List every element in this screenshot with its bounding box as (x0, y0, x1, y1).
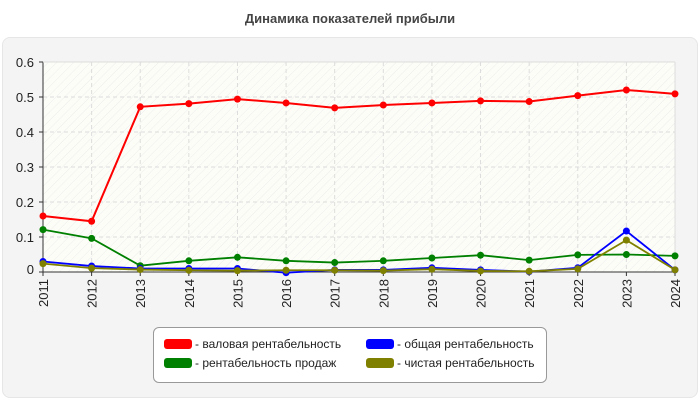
legend-item: - чистая рентабельность (366, 356, 534, 370)
legend-swatch (164, 358, 192, 368)
data-point (88, 264, 96, 272)
data-point (574, 92, 582, 100)
legend-label: - общая рентабельность (397, 337, 534, 351)
legend: - валовая рентабельность - общая рентабе… (153, 327, 547, 383)
data-point (331, 104, 339, 112)
x-tick-label: 2023 (619, 279, 634, 308)
data-point (136, 103, 144, 111)
x-tick-label: 2020 (474, 279, 489, 308)
legend-swatch (164, 339, 192, 349)
y-tick-label: 0 (27, 262, 34, 277)
data-point (477, 251, 485, 259)
x-tick-label: 2018 (376, 279, 391, 308)
data-point (525, 98, 533, 106)
data-point (282, 266, 290, 274)
x-tick-label: 2021 (522, 279, 537, 308)
data-point (671, 266, 679, 274)
x-tick-label: 2011 (36, 279, 51, 307)
data-point (574, 265, 582, 273)
data-point (525, 267, 533, 275)
data-point (477, 97, 485, 105)
data-point (282, 257, 290, 265)
data-point (622, 227, 630, 235)
data-point (39, 260, 47, 268)
x-tick-label: 2013 (133, 279, 148, 308)
data-point (622, 251, 630, 258)
x-tick-label: 2015 (230, 279, 245, 308)
data-point (88, 234, 96, 242)
data-point (331, 266, 339, 274)
y-tick-label: 0.3 (16, 160, 34, 175)
y-tick-label: 0.2 (16, 195, 34, 210)
data-point (331, 259, 339, 267)
data-point (379, 257, 387, 265)
x-tick-label: 2019 (425, 279, 440, 308)
legend-swatch (366, 358, 394, 368)
legend-item: - валовая рентабельность (164, 337, 341, 351)
x-tick-label: 2016 (279, 279, 294, 308)
data-point (379, 101, 387, 109)
data-point (39, 226, 47, 234)
data-point (233, 253, 241, 261)
y-tick-label: 0.4 (16, 125, 34, 140)
series-line (42, 228, 676, 267)
data-point (477, 267, 485, 275)
y-tick-label: 0.5 (16, 90, 34, 105)
series-line (42, 88, 676, 223)
data-point (185, 257, 193, 265)
legend-swatch (366, 339, 394, 349)
data-point (88, 217, 96, 225)
data-point (39, 212, 47, 220)
x-tick-label: 2014 (182, 279, 197, 308)
legend-label: - валовая рентабельность (195, 337, 342, 351)
data-point (671, 252, 679, 260)
data-point (622, 86, 630, 94)
data-point (136, 266, 144, 274)
data-point (525, 256, 533, 264)
data-point (671, 90, 679, 98)
data-point (282, 99, 290, 107)
legend-item: - рентабельность продаж (164, 356, 336, 370)
y-tick-label: 0.1 (16, 230, 34, 245)
legend-label: - чистая рентабельность (397, 356, 535, 370)
data-point (428, 99, 436, 107)
data-point (428, 254, 436, 262)
x-tick-label: 2012 (85, 279, 100, 308)
data-point (379, 267, 387, 275)
x-tick-label: 2022 (571, 279, 586, 308)
data-point (233, 95, 241, 103)
data-point (622, 236, 630, 244)
legend-label: - рентабельность продаж (195, 356, 337, 370)
chart-title: Динамика показателей прибыли (244, 11, 456, 26)
data-point (574, 251, 582, 259)
series-line (42, 239, 676, 273)
legend-item: - общая рентабельность (366, 337, 534, 351)
data-point (428, 265, 436, 273)
data-point (185, 100, 193, 108)
data-point (233, 267, 241, 275)
x-tick-label: 2017 (328, 279, 343, 308)
data-point (185, 266, 193, 274)
x-tick-label: 2024 (668, 279, 683, 308)
y-tick-label: 0.6 (16, 55, 34, 70)
